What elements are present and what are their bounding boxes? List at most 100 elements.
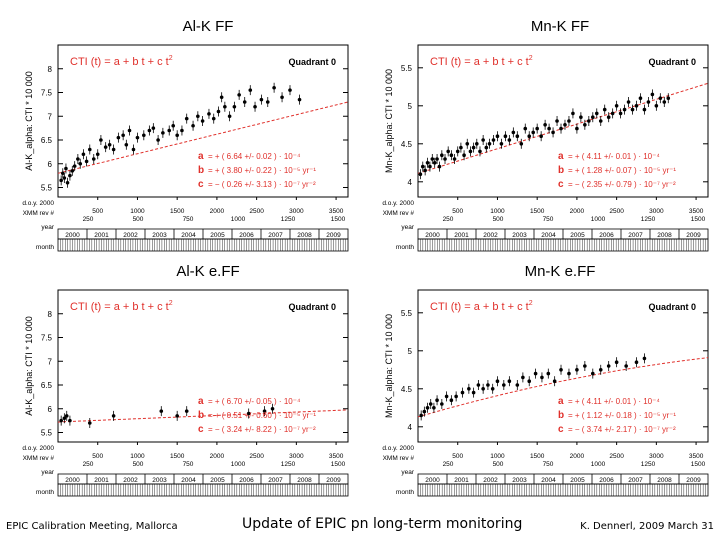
data-point <box>455 149 460 154</box>
data-point <box>59 418 63 423</box>
data-point <box>449 153 454 157</box>
doy-tick-label: 1000 <box>490 208 505 215</box>
data-point <box>432 406 436 410</box>
data-point <box>606 364 611 368</box>
data-point <box>418 172 423 176</box>
data-point <box>107 142 112 147</box>
data-point <box>519 142 524 146</box>
data-point <box>262 409 267 413</box>
data-point <box>78 161 83 166</box>
doy-label: d.o.y. 2000 <box>22 445 54 452</box>
data-point <box>487 142 492 146</box>
fit-formula: CTI (t) = a + b t + c t2 <box>70 300 173 313</box>
data-point <box>159 409 164 413</box>
doy-tick-label: 2500 <box>249 208 264 215</box>
y-tick-label: 5.5 <box>41 429 53 438</box>
data-point <box>546 371 551 376</box>
coeff-letter-b: b <box>558 165 564 176</box>
doy-tick-label: 2500 <box>609 453 624 460</box>
data-point <box>87 147 92 152</box>
year-cell: 2003 <box>512 232 527 239</box>
plot-frame <box>417 289 709 443</box>
rev-tick-label: 1000 <box>591 461 606 468</box>
data-point <box>430 157 435 161</box>
data-point <box>527 134 532 138</box>
data-point <box>81 152 86 157</box>
coeff-value-c: = − ( 2.35 +/- 0.79 ) · 10⁻⁷ yr⁻² <box>568 180 676 189</box>
data-point <box>443 157 447 161</box>
coeff-letter-c: c <box>558 424 564 435</box>
plot-frame <box>57 289 349 443</box>
year-cell: 2008 <box>657 232 672 239</box>
rev-tick-label: 250 <box>83 461 94 468</box>
data-point <box>216 109 221 114</box>
doy-tick-label: 1500 <box>530 453 545 460</box>
year-cell: 2001 <box>454 477 469 484</box>
panel-title-mnk-eff: Mn-K e.FF <box>524 263 596 280</box>
year-cell: 2006 <box>239 232 254 239</box>
data-point <box>196 114 200 119</box>
coeff-value-b: = + ( 1.12 +/- 0.18 ) · 10⁻⁵ yr⁻¹ <box>568 411 676 420</box>
rev-tick-label: 500 <box>133 216 144 223</box>
coeff-value-b: = + ( 1.28 +/- 0.07 ) · 10⁻⁵ yr⁻¹ <box>568 166 676 175</box>
rev-tick-label: 750 <box>543 216 554 223</box>
coeff-letter-b: b <box>198 410 204 421</box>
data-point <box>507 138 512 142</box>
year-cell: 2005 <box>570 232 585 239</box>
data-point <box>495 134 500 138</box>
data-point <box>449 398 454 403</box>
data-point <box>246 411 251 416</box>
data-point <box>95 152 100 157</box>
year-cell: 2004 <box>541 477 556 484</box>
data-point <box>634 104 639 108</box>
y-tick-label: 5 <box>408 347 413 356</box>
coeff-letter-a: a <box>198 396 204 407</box>
quadrant-label: Quadrant 0 <box>648 57 696 67</box>
year-cell: 2002 <box>123 232 138 239</box>
data-point <box>551 130 555 135</box>
chart-panel-1: 4 4.5 5 5.5 Mn-K_alpha: CTI * 10 000 CTI (t) … <box>382 44 709 252</box>
data-point <box>248 88 253 92</box>
data-point <box>184 409 189 413</box>
data-point <box>454 394 458 399</box>
y-tick-label: 7 <box>48 357 53 366</box>
rev-tick-label: 1250 <box>281 461 296 468</box>
data-point <box>425 406 430 410</box>
data-point <box>459 145 463 150</box>
coeff-letter-b: b <box>198 165 204 176</box>
data-point <box>68 173 72 178</box>
data-point <box>280 95 284 100</box>
chart-panel-2: 5.5 6 6.5 7 7.5 8 Al-K_alpha: CTI * 10 000 CTI … <box>22 289 349 497</box>
data-point <box>540 375 544 380</box>
rev-label: XMM rev # <box>23 455 55 462</box>
year-cell: 2001 <box>454 232 469 239</box>
data-point <box>465 142 470 146</box>
data-point <box>175 414 179 418</box>
data-point <box>171 123 176 128</box>
data-point <box>642 356 647 361</box>
data-point <box>567 119 571 123</box>
data-point <box>499 142 504 146</box>
data-point <box>535 126 539 131</box>
fit-curve <box>57 101 349 174</box>
data-point <box>563 123 567 127</box>
data-point <box>642 107 647 112</box>
data-point <box>515 383 520 387</box>
data-point <box>626 100 631 104</box>
data-point <box>425 161 430 165</box>
data-point <box>156 138 160 142</box>
y-tick-label: 4 <box>408 178 413 187</box>
data-point <box>440 402 444 406</box>
data-point <box>658 96 663 100</box>
data-point <box>559 368 563 372</box>
data-point <box>253 104 257 109</box>
data-point <box>531 130 536 135</box>
year-cell: 2009 <box>326 477 341 484</box>
doy-tick-label: 500 <box>452 453 463 460</box>
doy-tick-label: 2000 <box>210 453 225 460</box>
data-point <box>606 115 611 119</box>
year-cell: 2003 <box>152 477 167 484</box>
data-point <box>72 164 77 168</box>
data-point <box>594 111 599 116</box>
fit-formula: CTI (t) = a + b t + c t2 <box>430 55 533 68</box>
